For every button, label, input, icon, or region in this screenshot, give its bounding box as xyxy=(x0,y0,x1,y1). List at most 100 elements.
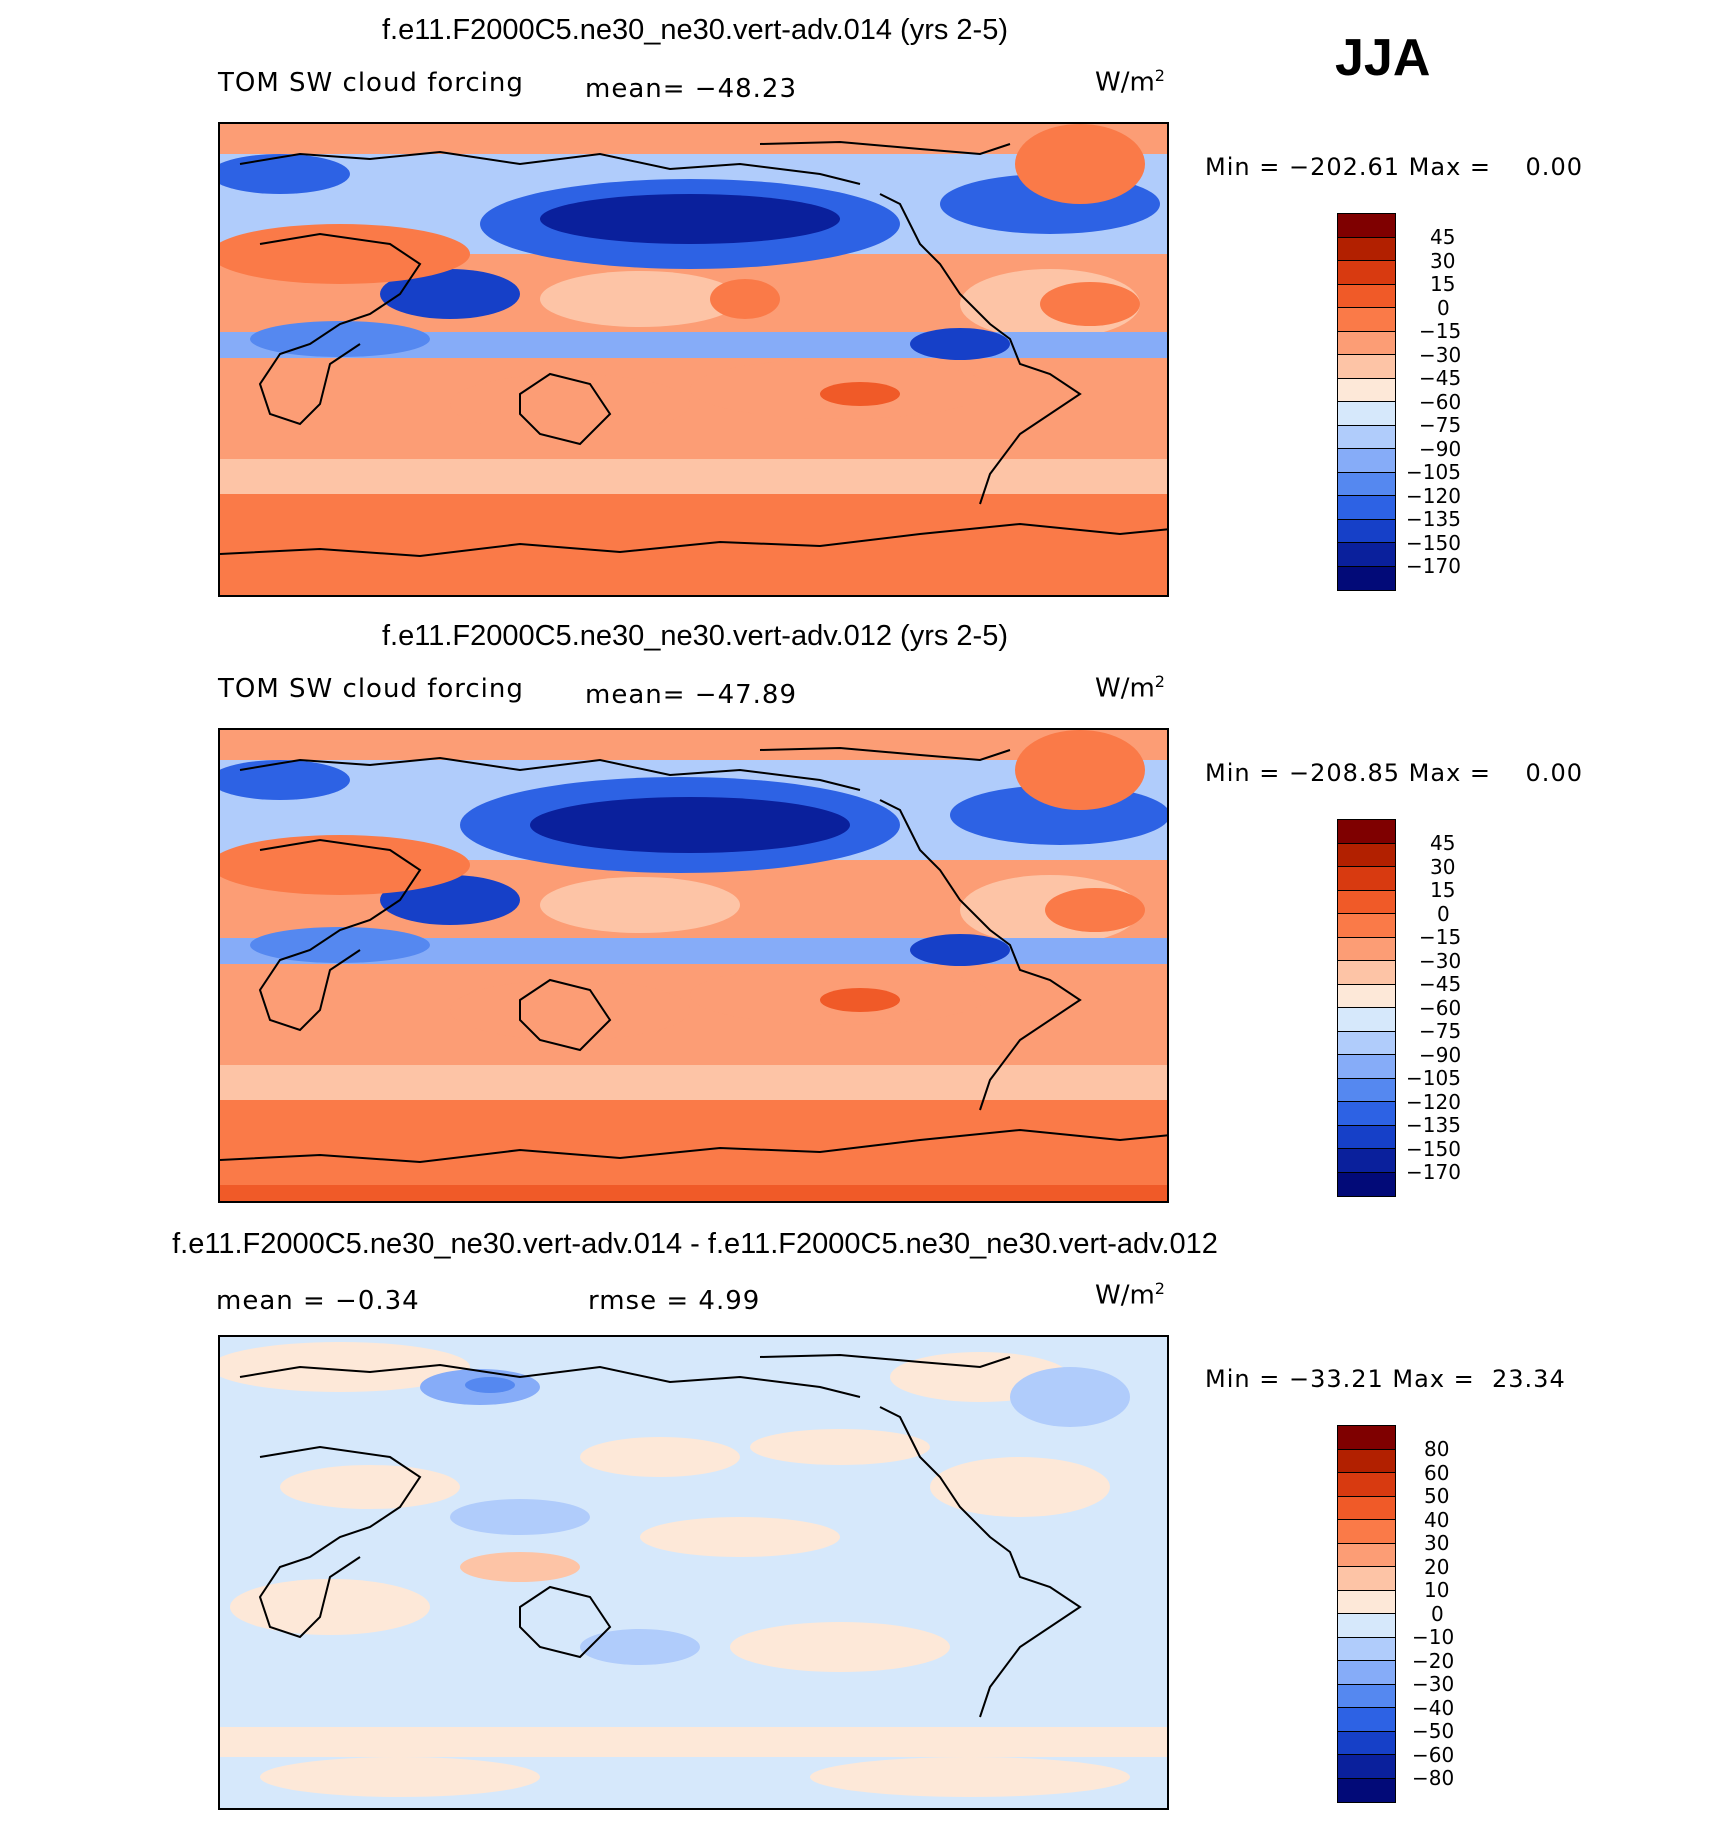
colorbar-swatch xyxy=(1338,284,1395,308)
season-label: JJA xyxy=(1335,29,1431,87)
colorbar-level-label: 10 xyxy=(1424,1578,1450,1602)
colorbar-swatch xyxy=(1338,425,1395,449)
colorbar-swatch xyxy=(1338,1031,1395,1055)
colorbar-swatch xyxy=(1338,543,1395,567)
colorbar-level-label: −15 xyxy=(1419,319,1462,343)
panel-2-variable-label: TOM SW cloud forcing xyxy=(218,674,524,704)
colorbar-swatch xyxy=(1338,1567,1395,1591)
colorbar-swatch xyxy=(1338,1614,1395,1638)
colorbar-level-label: −135 xyxy=(1406,1113,1461,1137)
panel-2-contour-field xyxy=(220,730,1167,1201)
panel-3-title: f.e11.F2000C5.ne30_ne30.vert-adv.014 - f… xyxy=(172,1228,1218,1260)
colorbar-level-label: −150 xyxy=(1406,1136,1461,1161)
colorbar-swatch xyxy=(1338,331,1395,355)
colorbar-swatch xyxy=(1338,214,1395,238)
panel-3-min-max: Min = −33.21 Max = 23.34 xyxy=(1205,1365,1566,1393)
colorbar-level-label: −120 xyxy=(1406,1089,1461,1114)
colorbar-level-label: 60 xyxy=(1424,1460,1450,1485)
colorbar-swatch xyxy=(1338,1731,1395,1755)
colorbar-level-label: −60 xyxy=(1412,1742,1455,1767)
colorbar-level-label: −60 xyxy=(1419,995,1462,1020)
colorbar-swatch xyxy=(1338,1590,1395,1614)
colorbar-swatch xyxy=(1338,1449,1395,1473)
colorbar-swatch xyxy=(1338,1755,1395,1779)
colorbar-swatch xyxy=(1338,237,1395,261)
colorbar-level-label: −75 xyxy=(1419,1019,1462,1043)
colorbar-level-label: −135 xyxy=(1406,507,1461,531)
colorbar-level-label: −20 xyxy=(1412,1648,1455,1673)
panel-1-colorbar xyxy=(1337,213,1396,591)
colorbar-level-label: 15 xyxy=(1430,878,1456,902)
panel-2-min-max: Min = −208.85 Max = 0.00 xyxy=(1205,759,1583,787)
colorbar-level-label: −40 xyxy=(1412,1695,1455,1720)
panel-3-contour-field xyxy=(220,1337,1167,1808)
panel-1-variable-label: TOM SW cloud forcing xyxy=(218,68,524,98)
colorbar-swatch xyxy=(1338,1102,1395,1126)
panel-2-title: f.e11.F2000C5.ne30_ne30.vert-adv.012 (yr… xyxy=(381,620,1009,652)
colorbar-level-label: 20 xyxy=(1424,1554,1450,1579)
panel-2-colorbar xyxy=(1337,819,1396,1197)
colorbar-swatch xyxy=(1338,378,1395,402)
colorbar-level-label: 30 xyxy=(1424,1531,1450,1555)
colorbar-level-label: 80 xyxy=(1424,1437,1450,1461)
panel-3-mean-label: mean = −0.34 xyxy=(216,1286,420,1316)
colorbar-level-label: −170 xyxy=(1406,1160,1461,1184)
colorbar-level-label: −105 xyxy=(1406,1066,1461,1090)
colorbar-swatch xyxy=(1338,566,1395,590)
colorbar-swatch xyxy=(1338,984,1395,1008)
colorbar-swatch xyxy=(1338,1496,1395,1520)
colorbar-level-label: 0 xyxy=(1437,295,1450,320)
panel-2-units: W/m2 xyxy=(1095,672,1165,704)
colorbar-level-label: −60 xyxy=(1419,389,1462,414)
colorbar-level-label: −30 xyxy=(1419,948,1462,973)
panel-3-colorbar xyxy=(1337,1425,1396,1803)
colorbar-level-label: 45 xyxy=(1430,225,1456,249)
panel-3-rmse-label: rmse = 4.99 xyxy=(588,1286,761,1316)
colorbar-swatch xyxy=(1338,843,1395,867)
panel-1-title: f.e11.F2000C5.ne30_ne30.vert-adv.014 (yr… xyxy=(381,14,1009,46)
colorbar-swatch xyxy=(1338,820,1395,844)
colorbar-level-label: −105 xyxy=(1406,460,1461,484)
colorbar-swatch xyxy=(1338,1520,1395,1544)
colorbar-swatch xyxy=(1338,355,1395,379)
colorbar-swatch xyxy=(1338,308,1395,332)
colorbar-swatch xyxy=(1338,1684,1395,1708)
colorbar-level-label: −30 xyxy=(1419,342,1462,367)
colorbar-level-label: −15 xyxy=(1419,925,1462,949)
panel-1-map xyxy=(218,122,1169,597)
colorbar-swatch xyxy=(1338,1426,1395,1450)
colorbar-level-label: −30 xyxy=(1412,1672,1455,1696)
panel-1-contour-field xyxy=(220,124,1167,595)
colorbar-level-label: −170 xyxy=(1406,554,1461,578)
colorbar-level-label: 50 xyxy=(1424,1484,1450,1508)
colorbar-level-label: 30 xyxy=(1430,248,1456,273)
colorbar-swatch xyxy=(1338,402,1395,426)
colorbar-level-label: 0 xyxy=(1437,901,1450,926)
colorbar-swatch xyxy=(1338,1172,1395,1196)
colorbar-level-label: −90 xyxy=(1419,1042,1462,1067)
colorbar-swatch xyxy=(1338,890,1395,914)
colorbar-swatch xyxy=(1338,1125,1395,1149)
colorbar-level-label: 45 xyxy=(1430,831,1456,855)
colorbar-swatch xyxy=(1338,1055,1395,1079)
colorbar-level-label: 0 xyxy=(1431,1601,1444,1626)
colorbar-level-label: −45 xyxy=(1419,972,1462,996)
colorbar-level-label: 15 xyxy=(1430,272,1456,296)
panel-3-map xyxy=(218,1335,1169,1810)
colorbar-swatch xyxy=(1338,1637,1395,1661)
colorbar-level-label: −50 xyxy=(1412,1719,1455,1743)
colorbar-swatch xyxy=(1338,519,1395,543)
colorbar-swatch xyxy=(1338,1149,1395,1173)
colorbar-swatch xyxy=(1338,1473,1395,1497)
colorbar-swatch xyxy=(1338,449,1395,473)
colorbar-swatch xyxy=(1338,1708,1395,1732)
colorbar-swatch xyxy=(1338,1661,1395,1685)
colorbar-level-label: −80 xyxy=(1412,1766,1455,1790)
panel-2-map xyxy=(218,728,1169,1203)
colorbar-swatch xyxy=(1338,472,1395,496)
panel-1-min-max: Min = −202.61 Max = 0.00 xyxy=(1205,153,1583,181)
colorbar-swatch xyxy=(1338,496,1395,520)
colorbar-level-label: −90 xyxy=(1419,436,1462,461)
panel-3-units: W/m2 xyxy=(1095,1279,1165,1311)
colorbar-swatch xyxy=(1338,1078,1395,1102)
